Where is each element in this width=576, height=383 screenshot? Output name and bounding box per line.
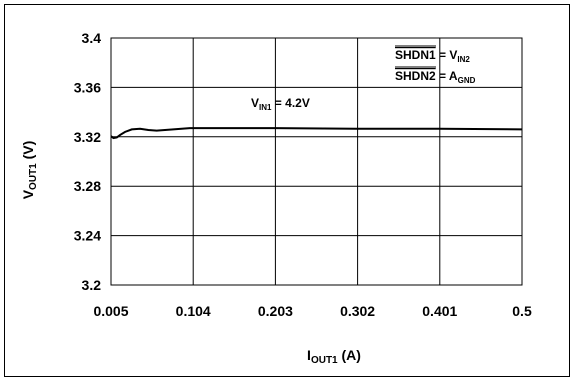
y-tick-label: 3.2 bbox=[82, 277, 102, 293]
x-tick-labels: 0.005 0.104 0.203 0.302 0.401 0.5 bbox=[93, 303, 531, 319]
x-tick-label: 0.005 bbox=[93, 303, 128, 319]
shdn1-annotation: SHDN1 = VIN2 bbox=[395, 48, 470, 64]
plot-border bbox=[110, 37, 523, 286]
y-tick-labels: 3.2 3.24 3.28 3.32 3.36 3.4 bbox=[74, 30, 101, 293]
y-tick-label: 3.28 bbox=[74, 178, 101, 194]
y-tick-label: 3.36 bbox=[74, 79, 101, 95]
y-tick-label: 3.32 bbox=[74, 129, 101, 145]
x-tick-label: 0.302 bbox=[340, 303, 375, 319]
vin-annotation: VIN1 = 4.2V bbox=[251, 96, 310, 112]
x-tick-label: 0.5 bbox=[512, 303, 532, 319]
y-axis-label: VOUT1 (V) bbox=[20, 141, 39, 200]
shdn2-annotation: SHDN2 = AGND bbox=[395, 69, 476, 85]
x-axis-label: IOUT1 (A) bbox=[307, 347, 361, 366]
x-tick-label: 0.104 bbox=[176, 303, 211, 319]
chart-svg: 3.23.243.283.323.363.4 0.005 0.104 0.203 0.… bbox=[20, 30, 532, 366]
chart-frame: 3.2 3.24 3.28 3.32 3.36 3.4 0.005 0.104 0.203 0.… bbox=[4, 4, 570, 377]
x-tick-label: 0.203 bbox=[258, 303, 293, 319]
x-tick-label: 0.401 bbox=[422, 303, 457, 319]
series-line bbox=[110, 127, 523, 140]
y-tick-label: 3.24 bbox=[74, 228, 101, 244]
y-tick-label: 3.4 bbox=[82, 30, 102, 46]
